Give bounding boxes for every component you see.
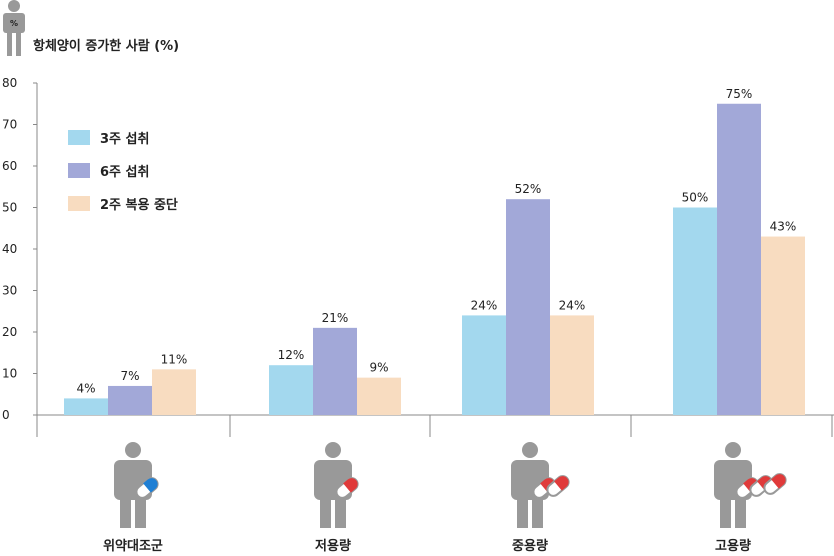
- legend-swatch: [68, 163, 90, 178]
- ylabel-person-icon: %: [3, 0, 25, 56]
- bar: [108, 385, 152, 415]
- legend-swatch: [68, 130, 90, 145]
- bar: [506, 199, 550, 415]
- bar-value-label: 7%: [120, 369, 139, 383]
- legend-swatch: [68, 196, 90, 211]
- person-two-red-pills-icon: [511, 442, 570, 528]
- legend-label: 6주 섭취: [100, 164, 149, 180]
- y-tick-label: 60: [2, 159, 17, 173]
- category-label: 고용량: [715, 538, 751, 552]
- y-axis-label: 항체양이 증가한 사람 (%): [33, 38, 179, 54]
- ylabel-icon-text: %: [10, 19, 18, 28]
- bar-value-label: 12%: [278, 348, 305, 362]
- person-three-red-pills-icon: [714, 442, 787, 528]
- bar-value-label: 11%: [161, 352, 188, 366]
- category-label: 위약대조군: [103, 538, 163, 552]
- y-tick-label: 70: [2, 118, 17, 132]
- category-label: 저용량: [315, 538, 351, 552]
- y-tick-label: 10: [2, 367, 17, 381]
- y-tick-label: 0: [2, 408, 10, 422]
- y-tick-label: 40: [2, 242, 17, 256]
- y-tick-label: 50: [2, 201, 17, 215]
- bar: [152, 369, 196, 415]
- bar: [717, 103, 761, 415]
- bar: [357, 377, 401, 415]
- bar: [269, 365, 313, 415]
- legend-label: 2주 복용 중단: [100, 197, 178, 213]
- bar: [64, 398, 108, 415]
- y-tick-label: 80: [2, 76, 17, 90]
- bar-value-label: 24%: [471, 298, 498, 312]
- bar-value-label: 21%: [322, 311, 349, 325]
- y-tick-label: 30: [2, 284, 17, 298]
- bar-value-label: 52%: [515, 182, 542, 196]
- person-one-blue-pill-icon: [114, 442, 159, 528]
- bar-value-label: 24%: [559, 298, 586, 312]
- category-label: 중용량: [512, 538, 548, 552]
- bar: [550, 315, 594, 415]
- bar-value-label: 50%: [682, 191, 709, 205]
- bar-value-label: 9%: [369, 361, 388, 375]
- bar: [673, 207, 717, 415]
- bar-value-label: 4%: [76, 381, 95, 395]
- y-tick-label: 20: [2, 325, 17, 339]
- bar: [462, 315, 506, 415]
- person-one-red-pill-icon: [314, 442, 359, 528]
- bar: [761, 236, 805, 415]
- legend-label: 3주 섭취: [100, 131, 149, 147]
- bar-value-label: 43%: [770, 220, 797, 234]
- bar-value-label: 75%: [726, 87, 753, 101]
- bar: [313, 327, 357, 415]
